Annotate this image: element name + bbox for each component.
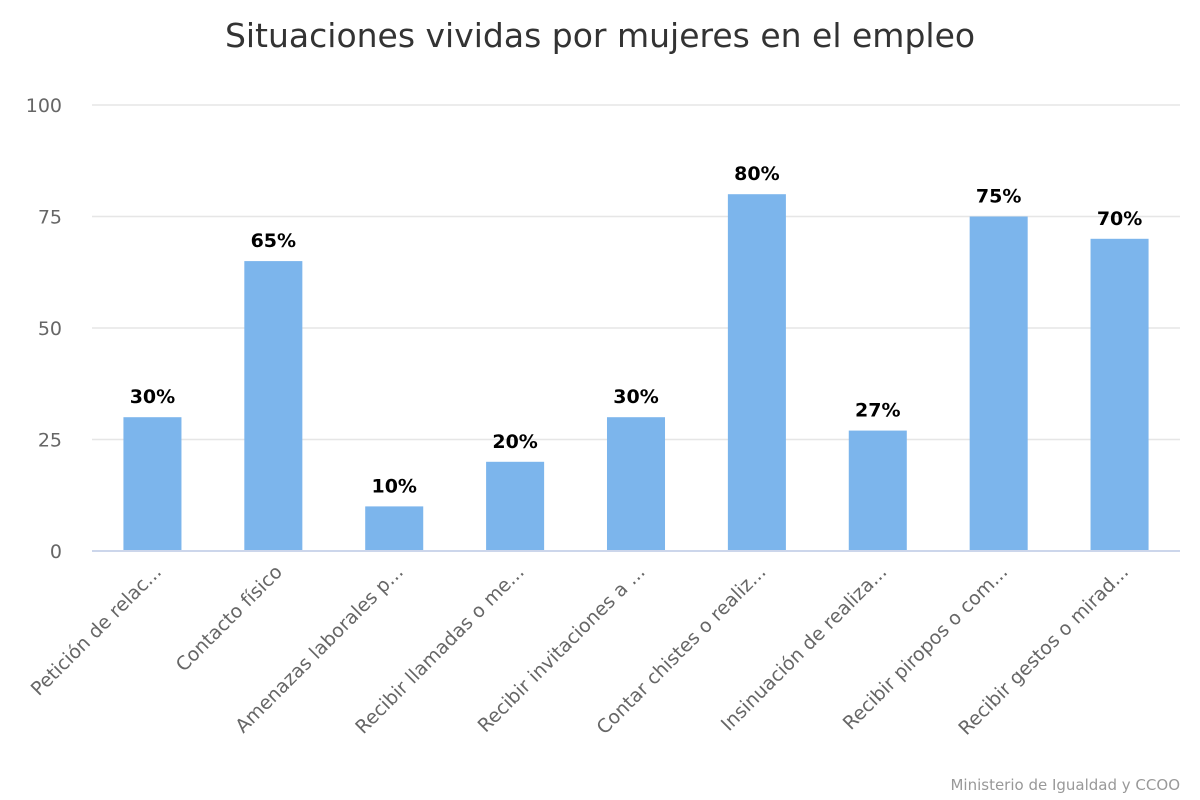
bar-4[interactable]: [606, 417, 666, 551]
bars: [123, 194, 1149, 552]
data-labels: 30% 65% 10% 20% 30% 80% 27% 75% 70%: [130, 163, 1143, 497]
bar-6[interactable]: [848, 430, 907, 551]
y-tick-label-1: 25: [38, 430, 62, 452]
source-credit[interactable]: Ministerio de Igualdad y CCOO: [950, 776, 1180, 794]
x-axis: Petición de relac... Contacto físicoAmena…: [27, 550, 1180, 740]
data-label-4: 30%: [613, 386, 658, 408]
y-axis: 0 25 50 75 100: [26, 95, 62, 563]
bar-8[interactable]: [1090, 238, 1149, 552]
data-label-3: 20%: [492, 431, 537, 453]
y-tick-label-3: 75: [38, 207, 62, 229]
x-tick-label-1: Contacto físico: [172, 561, 287, 676]
bar-7[interactable]: [969, 216, 1028, 552]
bar-3[interactable]: [486, 461, 545, 551]
bar-5[interactable]: [727, 194, 786, 551]
data-label-8: 70%: [1097, 208, 1142, 230]
data-label-0: 30%: [130, 386, 175, 408]
x-tick-label-0: Petición de relac...: [27, 561, 166, 700]
data-label-7: 75%: [976, 186, 1021, 208]
data-label-5: 80%: [734, 163, 779, 185]
y-tick-label-2: 50: [38, 318, 62, 340]
data-label-1: 65%: [251, 230, 296, 252]
y-tick-label-0: 0: [50, 541, 62, 563]
bar-1[interactable]: [244, 261, 303, 551]
y-tick-label-4: 100: [26, 95, 62, 117]
bar-2[interactable]: [365, 506, 424, 551]
bar-0[interactable]: [123, 417, 182, 551]
chart-title: Situaciones vividas por mujeres en el em…: [225, 16, 975, 55]
data-label-6: 27%: [855, 400, 900, 422]
data-label-2: 10%: [371, 475, 416, 497]
